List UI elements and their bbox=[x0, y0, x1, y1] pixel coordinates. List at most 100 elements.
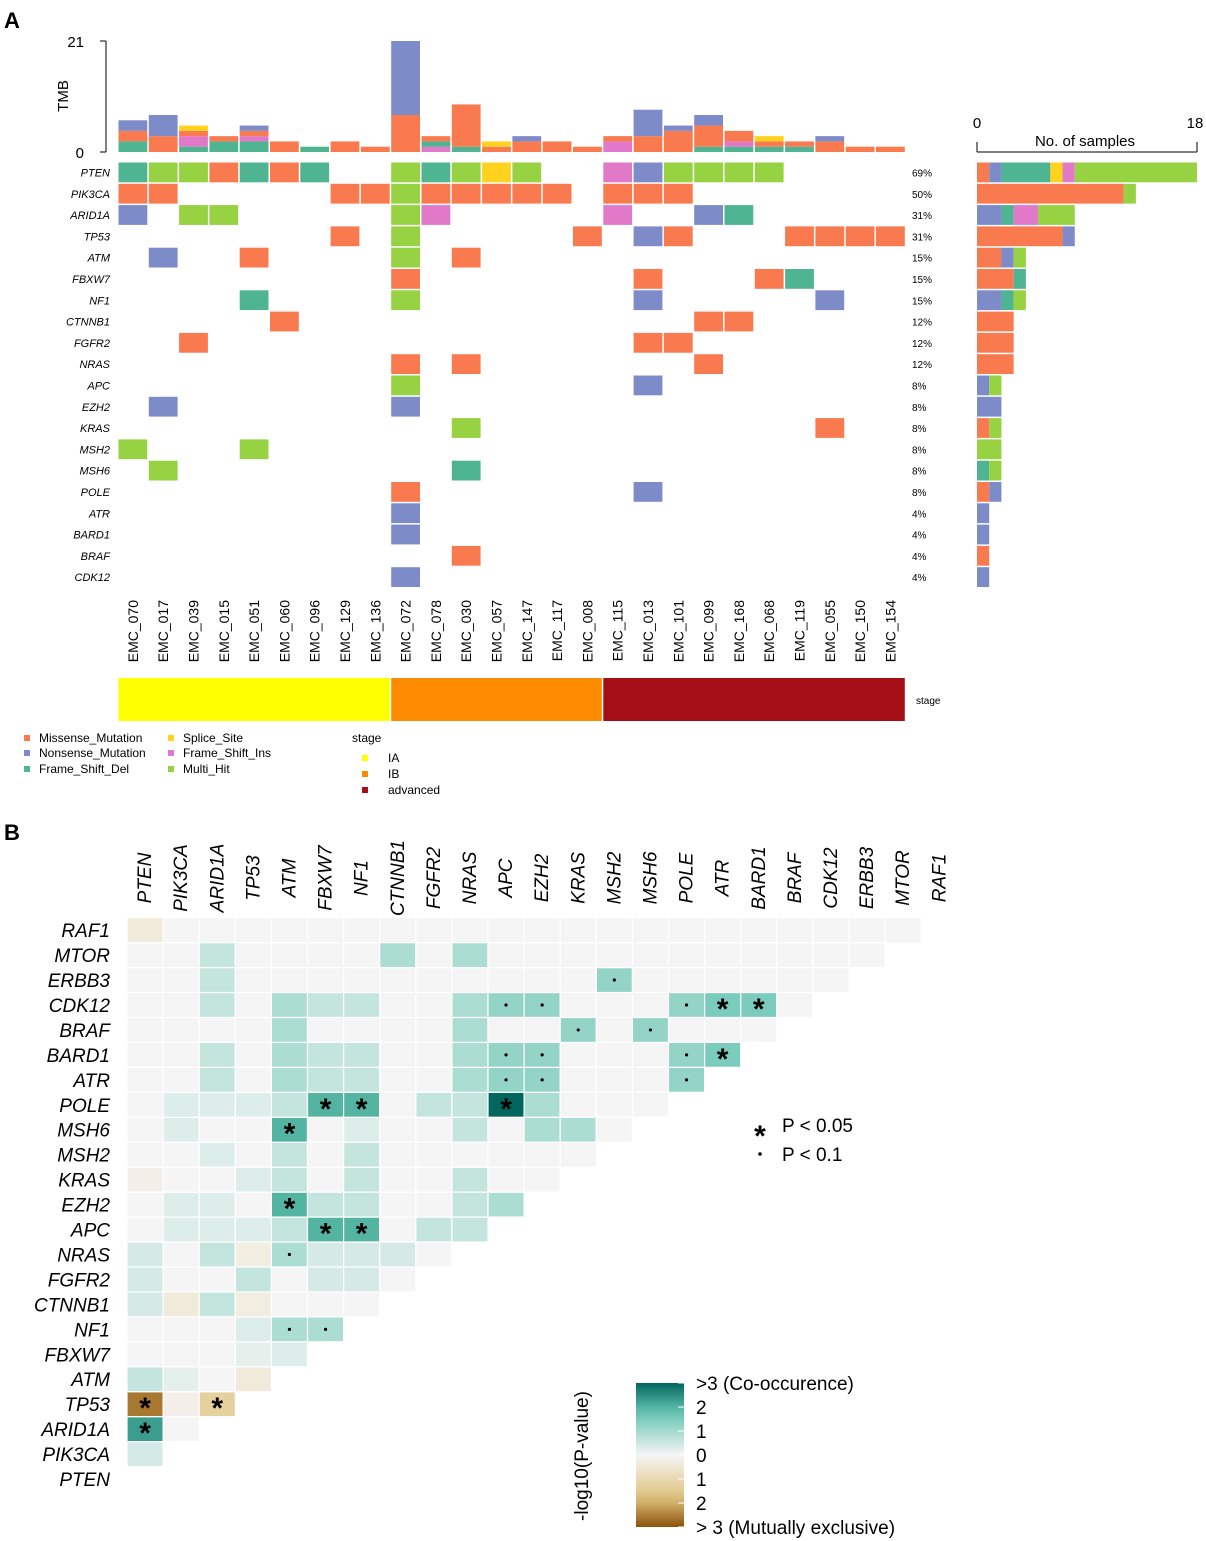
interaction-cell bbox=[776, 991, 814, 1019]
empty-tile bbox=[785, 545, 814, 566]
empty-tile bbox=[179, 418, 208, 438]
empty-tile bbox=[300, 460, 330, 481]
interaction-cell bbox=[379, 1066, 417, 1093]
sample-label: EMC_030 bbox=[458, 600, 474, 662]
interaction-cell bbox=[126, 917, 164, 944]
empty-tile bbox=[876, 396, 905, 417]
sample-count-bar-segment bbox=[977, 269, 1014, 289]
empty-tile bbox=[209, 311, 239, 332]
sample-count-bar-segment bbox=[977, 332, 1014, 353]
empty-tile bbox=[118, 545, 148, 566]
empty-tile bbox=[754, 290, 784, 311]
empty-tile bbox=[209, 290, 239, 311]
empty-tile bbox=[270, 439, 299, 460]
sample-label: EMC_060 bbox=[276, 600, 292, 662]
empty-tile bbox=[360, 418, 390, 438]
empty-tile bbox=[360, 439, 390, 460]
sample-label: EMC_129 bbox=[337, 600, 353, 662]
interaction-cell bbox=[126, 1016, 164, 1044]
interaction-cell bbox=[306, 917, 345, 944]
somatic-interaction-panel: ** ** **** * *** *PTENPIK3CAARID1ATP53ATMFBXW… bbox=[34, 840, 950, 1539]
interaction-cell bbox=[451, 1041, 489, 1068]
gene-label: KRAS bbox=[80, 423, 111, 435]
empty-tile bbox=[421, 567, 451, 587]
empty-tile bbox=[724, 226, 754, 247]
column-gene-label: EZH2 bbox=[532, 853, 553, 902]
empty-tile bbox=[542, 205, 572, 225]
empty-tile bbox=[512, 567, 542, 587]
empty-tile bbox=[573, 354, 602, 374]
mutation-percent: 31% bbox=[912, 211, 932, 222]
interaction-cell bbox=[740, 1016, 778, 1044]
interaction-cell bbox=[631, 917, 670, 944]
interaction-cell bbox=[126, 1091, 164, 1118]
empty-tile bbox=[270, 418, 299, 438]
interaction-cell bbox=[415, 1241, 453, 1268]
mutation-tile bbox=[391, 524, 420, 545]
empty-tile bbox=[300, 503, 330, 524]
empty-tile bbox=[724, 247, 754, 268]
empty-tile bbox=[785, 418, 814, 438]
mutation-tile bbox=[118, 183, 148, 204]
interaction-cell bbox=[198, 1191, 236, 1218]
empty-tile bbox=[815, 524, 845, 545]
empty-tile bbox=[845, 247, 875, 268]
interaction-cell bbox=[270, 917, 309, 944]
interaction-cell bbox=[234, 1141, 273, 1168]
empty-tile bbox=[815, 311, 845, 332]
mutation-percent: 8% bbox=[912, 382, 927, 393]
interaction-cell bbox=[415, 1091, 453, 1118]
empty-tile bbox=[482, 205, 511, 225]
empty-tile bbox=[603, 269, 633, 289]
empty-tile bbox=[542, 460, 572, 481]
interaction-cell bbox=[126, 1041, 164, 1068]
empty-tile bbox=[785, 162, 814, 183]
interaction-cell bbox=[126, 1291, 164, 1318]
tmb-bar-segment bbox=[179, 136, 208, 147]
interaction-cell bbox=[234, 1166, 273, 1193]
empty-tile bbox=[754, 183, 784, 204]
empty-tile bbox=[209, 375, 239, 396]
significance-mark: * bbox=[500, 1093, 512, 1126]
empty-tile bbox=[421, 354, 451, 374]
mutation-tile bbox=[209, 162, 239, 183]
interaction-cell bbox=[343, 917, 381, 944]
empty-tile bbox=[330, 269, 360, 289]
empty-tile bbox=[512, 205, 542, 225]
stage-legend-label: advanced bbox=[388, 783, 440, 797]
interaction-cell bbox=[740, 966, 778, 994]
sample-count-bar-segment bbox=[1038, 205, 1075, 225]
tmb-bar-segment bbox=[815, 141, 845, 152]
empty-tile bbox=[179, 226, 208, 247]
empty-tile bbox=[148, 482, 178, 502]
empty-tile bbox=[512, 290, 542, 311]
mutation-percent: 12% bbox=[912, 318, 932, 329]
mutation-tile bbox=[724, 205, 754, 225]
empty-tile bbox=[845, 290, 875, 311]
tmb-bar-segment bbox=[209, 141, 239, 152]
empty-tile bbox=[754, 460, 784, 481]
gene-label: MSH2 bbox=[79, 444, 110, 456]
mutation-tile bbox=[815, 290, 845, 311]
empty-tile bbox=[330, 418, 360, 438]
interaction-cell bbox=[451, 991, 489, 1019]
sample-count-bar-segment bbox=[977, 524, 990, 545]
sample-count-bar-segment bbox=[989, 418, 1002, 438]
significance-mark-dot bbox=[612, 978, 616, 982]
mutation-tile bbox=[633, 162, 663, 183]
empty-tile bbox=[876, 567, 905, 587]
empty-tile bbox=[876, 545, 905, 566]
interaction-cell bbox=[487, 1166, 525, 1193]
significance-mark-dot bbox=[540, 1078, 544, 1082]
interaction-cell bbox=[126, 1241, 164, 1268]
mutation-tile bbox=[118, 162, 148, 183]
empty-tile bbox=[512, 545, 542, 566]
interaction-cell bbox=[234, 917, 273, 944]
interaction-cell bbox=[415, 991, 453, 1019]
empty-tile bbox=[694, 183, 723, 204]
interaction-cell bbox=[523, 1016, 561, 1044]
sample-label: EMC_057 bbox=[489, 600, 505, 662]
empty-tile bbox=[542, 332, 572, 353]
empty-tile bbox=[330, 460, 360, 481]
empty-tile bbox=[845, 354, 875, 374]
